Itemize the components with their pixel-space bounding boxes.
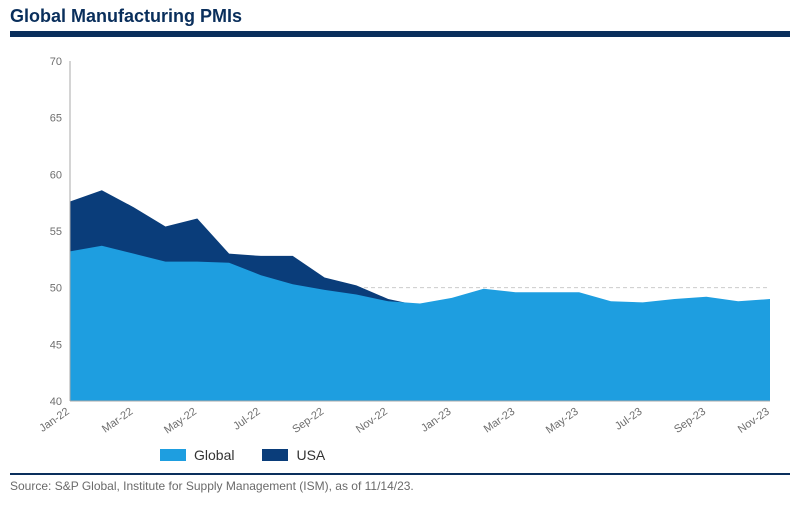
chart-area-wrap: 40455055606570Jan-22Mar-22May-22Jul-22Se… (10, 41, 790, 441)
svg-text:65: 65 (50, 113, 62, 125)
svg-text:55: 55 (50, 226, 62, 238)
legend-item-global: Global (160, 447, 234, 463)
chart-title: Global Manufacturing PMIs (10, 6, 242, 26)
source-text: Source: S&P Global, Institute for Supply… (10, 479, 790, 493)
pmi-area-chart: 40455055606570Jan-22Mar-22May-22Jul-22Se… (10, 41, 790, 441)
title-underline (10, 31, 790, 37)
chart-container: { "title": "Global Manufacturing PMIs", … (0, 0, 800, 513)
legend-label-global: Global (194, 447, 234, 463)
svg-text:40: 40 (50, 396, 62, 408)
svg-text:50: 50 (50, 283, 62, 295)
legend-swatch-usa (262, 449, 288, 461)
svg-text:60: 60 (50, 169, 62, 181)
legend: Global USA (160, 447, 800, 463)
svg-text:70: 70 (50, 56, 62, 68)
title-bar: Global Manufacturing PMIs (0, 0, 800, 31)
footer-rule (10, 473, 790, 475)
legend-swatch-global (160, 449, 186, 461)
svg-text:45: 45 (50, 339, 62, 351)
legend-label-usa: USA (296, 447, 325, 463)
legend-item-usa: USA (262, 447, 325, 463)
